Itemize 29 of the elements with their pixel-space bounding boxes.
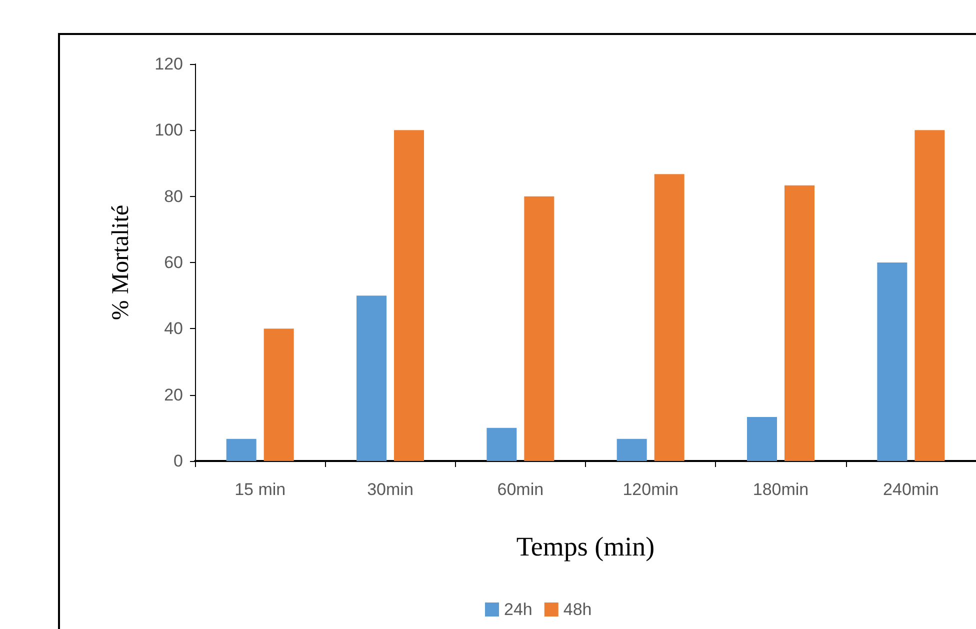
bar — [654, 174, 684, 461]
x-axis-title: Temps (min) — [516, 532, 655, 562]
y-tick-label: 120 — [154, 54, 183, 74]
y-tick-label: 0 — [174, 452, 183, 470]
x-tick-label: 60min — [497, 480, 544, 499]
bar — [914, 130, 945, 461]
y-tick-label: 20 — [164, 385, 183, 404]
x-tick-label: 240min — [883, 480, 939, 499]
y-axis-title: % Mortalité — [108, 204, 134, 320]
bar — [616, 438, 647, 461]
y-tick-label: 100 — [154, 120, 183, 140]
x-tick-label: 120min — [622, 480, 678, 499]
x-tick-label: 180min — [752, 480, 809, 499]
legend-label: 48h — [563, 600, 592, 619]
bar — [264, 328, 294, 461]
bar — [747, 417, 777, 461]
bar — [784, 185, 814, 461]
bar — [524, 196, 554, 461]
bar — [226, 438, 256, 461]
y-tick-label: 60 — [164, 253, 183, 272]
x-tick-label: 30min — [367, 480, 414, 499]
bar — [877, 262, 908, 461]
y-tick-label: 40 — [164, 319, 183, 338]
x-tick-label: 15 min — [234, 480, 286, 499]
bar — [486, 428, 517, 461]
y-tick-label: 80 — [164, 186, 183, 206]
legend-label: 24h — [504, 600, 532, 619]
bar — [356, 296, 386, 461]
bar — [394, 130, 424, 461]
